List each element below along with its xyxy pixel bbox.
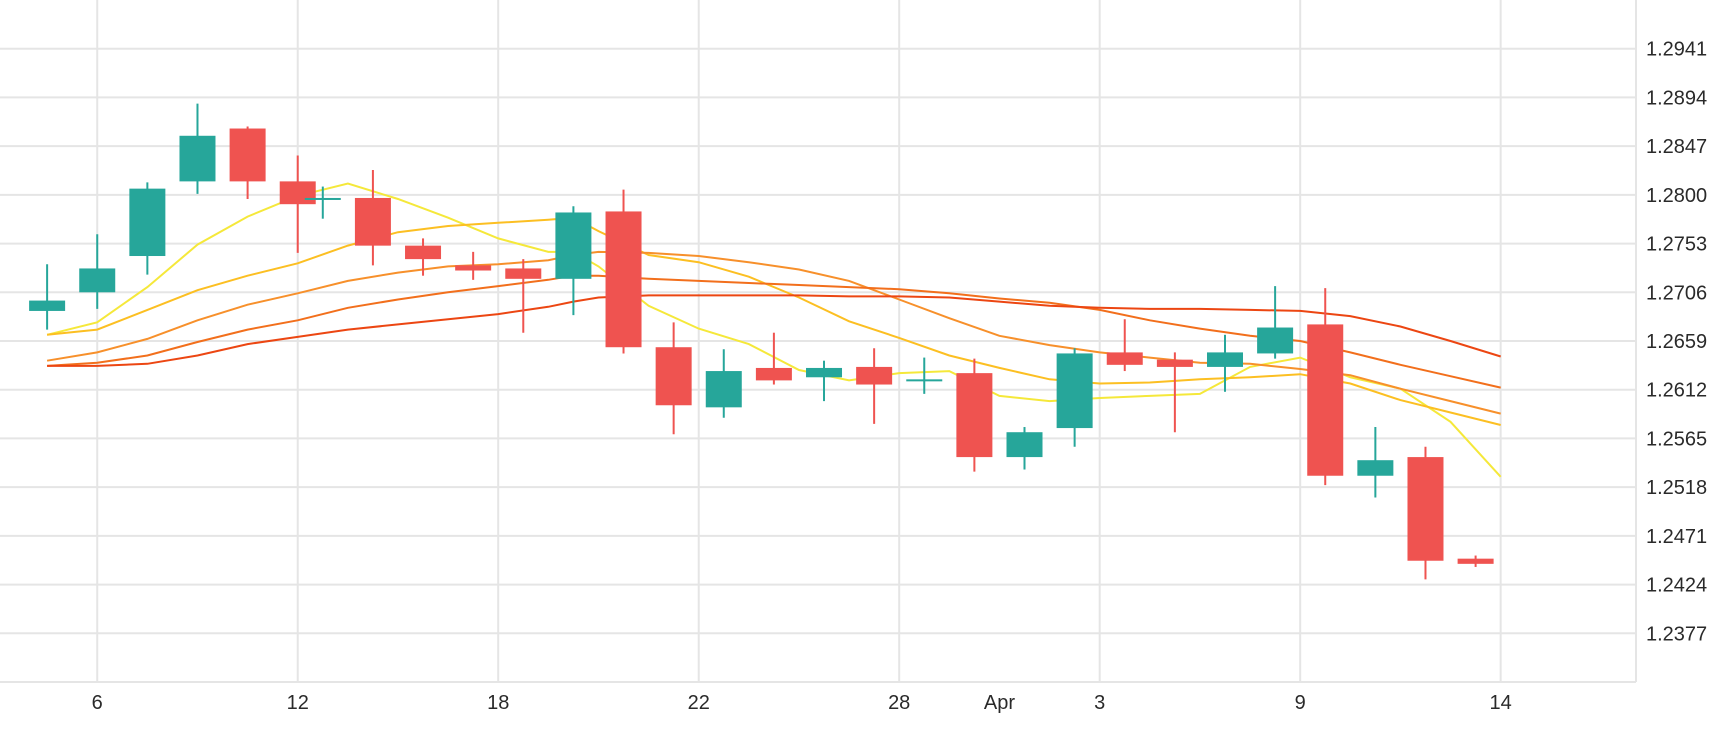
candle [279,155,316,253]
y-tick-label: 1.2377 [1646,623,1707,645]
y-axis: 1.2941 1.2894 1.2847 1.2800 1.2753 1.2706 1.26… [1646,39,1707,646]
candle-body [1407,457,1444,561]
candle [1106,319,1143,372]
y-tick-label: 1.2800 [1646,185,1707,207]
candle-body [505,268,542,279]
candle [605,189,642,354]
moving-average-line [47,274,1501,389]
candle-body [1257,327,1294,354]
candle [1257,286,1294,359]
x-tick-label: 3 [1094,692,1105,714]
y-tick-label: 1.2706 [1646,282,1707,304]
x-tick-label: 28 [888,692,910,714]
x-tick-label: 18 [487,692,509,714]
candle-body [755,367,792,381]
candle-body [856,366,893,385]
candle-body [1307,324,1344,476]
y-tick-label: 1.2847 [1646,136,1707,158]
candle-body [29,300,66,311]
candle [1307,288,1344,486]
candle [505,259,542,333]
candle-body [705,371,742,408]
candle-body [179,135,216,182]
y-tick-label: 1.2941 [1646,39,1707,61]
y-tick-label: 1.2424 [1646,575,1707,597]
candle [806,360,843,402]
candle [1457,555,1494,567]
candle [1407,446,1444,580]
y-tick-label: 1.2518 [1646,477,1707,499]
candle [1056,348,1093,447]
y-tick-label: 1.2471 [1646,526,1707,548]
x-axis: 6 12 18 22 28 Apr 3 9 14 [92,692,1512,714]
candle-body [1357,460,1394,476]
candle [79,234,116,309]
y-tick-label: 1.2753 [1646,234,1707,256]
candle-body [455,265,492,271]
candle-body [1056,353,1093,429]
y-tick-label: 1.2565 [1646,428,1707,450]
candle-body [1457,558,1494,564]
candle-body [956,373,993,458]
candle-body [279,181,316,205]
candle-body [354,197,391,246]
x-tick-label: 12 [287,692,309,714]
moving-average-line [47,294,1501,367]
x-tick-label: 22 [688,692,710,714]
candle [655,322,692,435]
candles [29,103,1494,580]
candle [906,357,943,394]
candle [856,348,893,424]
candle-body [655,347,692,406]
candle-body [304,197,341,200]
candle-body [79,268,116,293]
candle [705,349,742,418]
candle [304,186,341,219]
candle [1357,427,1394,498]
candle-body [605,211,642,348]
y-tick-label: 1.2894 [1646,87,1707,109]
candle-body [129,188,166,257]
candle [1156,352,1193,433]
y-tick-label: 1.2659 [1646,331,1707,353]
candle-body [1106,352,1143,365]
candle-body [906,379,943,382]
candle [555,206,592,316]
candle [129,182,166,275]
candle-body [806,367,843,378]
x-tick-label: 9 [1295,692,1306,714]
candle-body [405,245,442,260]
moving-average-line [46,216,1501,426]
candle [29,264,66,330]
x-tick-label: 6 [92,692,103,714]
x-tick-label: Apr [984,692,1015,714]
candle-body [1006,432,1043,458]
candle [1206,334,1243,392]
y-tick-label: 1.2612 [1646,380,1707,402]
candle [179,103,216,194]
candle [956,358,993,472]
candle [1006,427,1043,470]
candle [354,169,391,266]
candle [755,332,792,385]
candle-body [229,128,266,182]
candle [405,238,442,276]
grid [0,0,1637,683]
candle [229,126,266,200]
x-tick-label: 14 [1490,692,1512,714]
candle-body [1206,352,1243,367]
candle-body [1156,359,1193,367]
candle [455,251,492,280]
candle-body [555,212,592,279]
moving-average-line [46,250,1501,415]
